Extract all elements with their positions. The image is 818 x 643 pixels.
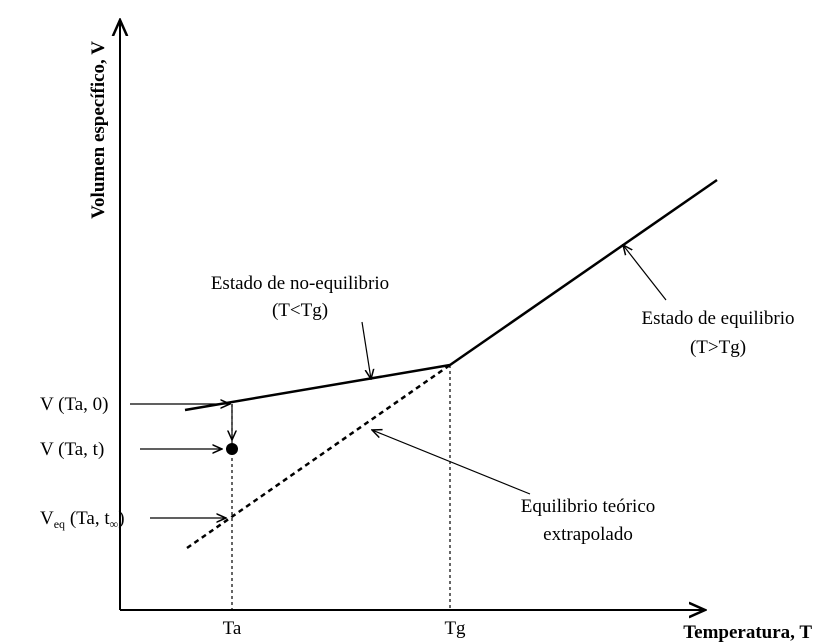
annotation: Equilibrio teórico	[521, 496, 656, 517]
x-axis-label: Temperatura, T	[683, 622, 812, 643]
subscript: eq	[54, 517, 65, 531]
annotation: extrapolado	[543, 524, 633, 545]
y-axis-label: Volumen específico, V	[88, 41, 109, 219]
annotation: Estado de no-equilibrio	[211, 273, 389, 294]
level-label: V (Ta, 0)	[40, 394, 109, 415]
annotation: (T>Tg)	[690, 337, 746, 358]
arrow	[361, 321, 371, 379]
text: (Ta, t	[65, 508, 110, 529]
level-label: V (Ta, t)	[40, 439, 104, 460]
annotation: (T<Tg)	[272, 300, 328, 321]
level-label: Veq (Ta, t∞)	[40, 508, 125, 531]
x-tick-label: Ta	[223, 618, 242, 639]
x-tick-label: Tg	[444, 618, 466, 639]
point	[226, 443, 238, 455]
arrow	[372, 430, 531, 495]
extrapolated-line	[186, 363, 451, 550]
annotation: Estado de equilibrio	[641, 308, 794, 329]
non-equilibrium-line	[184, 363, 451, 412]
arrow	[623, 245, 667, 301]
subscript: ∞	[110, 517, 119, 531]
text: )	[118, 508, 124, 529]
equilibrium-line	[449, 178, 718, 367]
text: V	[40, 508, 54, 529]
